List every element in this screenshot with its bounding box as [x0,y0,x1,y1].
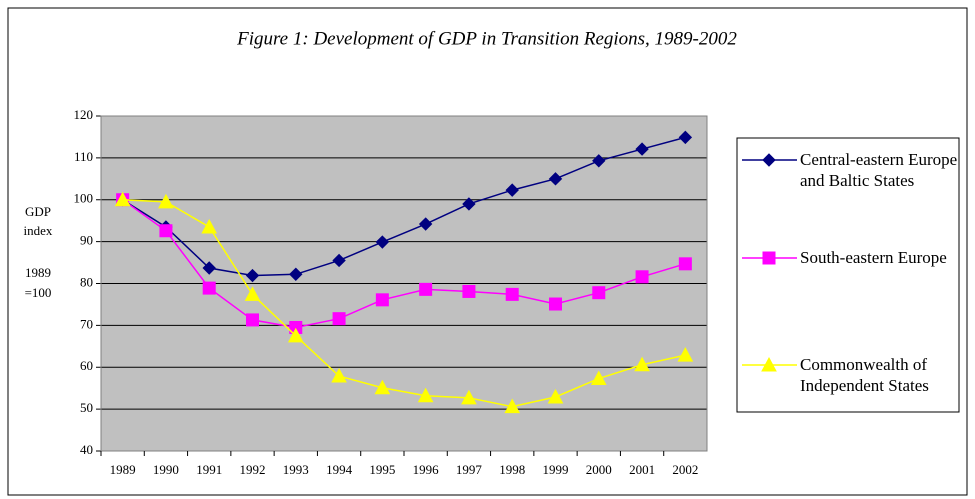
y-tick-label: 90 [80,233,93,248]
data-point [246,313,259,327]
y-tick-label: 110 [74,149,93,164]
data-point [677,347,694,362]
y-tick-label: 120 [74,107,94,122]
y-tick-label: 100 [74,191,94,206]
data-point [375,293,389,307]
data-point [505,287,519,301]
y-tick-label: 60 [80,358,93,373]
legend-label: South-eastern Europe [800,248,947,267]
data-point [505,183,519,197]
data-point [331,367,347,383]
legend-swatch-marker [762,251,776,265]
y-axis-label: =100 [25,285,52,300]
data-point [287,327,304,343]
legend-label: Commonwealth of Independent States [800,355,929,395]
data-point [592,286,606,300]
series-line [122,199,686,408]
data-point [244,286,261,301]
data-point [635,142,649,156]
x-tick-label: 1994 [326,462,353,477]
data-point [590,370,607,386]
data-point [201,218,218,234]
y-axis-label: index [24,223,53,238]
x-tick-label: 1999 [543,462,569,477]
chart-title: Figure 1: Development of GDP in Transiti… [236,28,737,49]
series-line [122,136,686,277]
data-point [461,389,477,405]
data-point [374,379,391,395]
data-point [114,191,131,207]
data-point [159,224,173,238]
data-point [634,356,650,372]
data-point [462,197,476,211]
x-tick-label: 2001 [629,462,655,477]
legend-label: Central-eastern Europe and Baltic States [800,150,958,190]
data-point [678,130,693,145]
x-tick-label: 1998 [499,462,525,477]
x-tick-label: 1992 [240,462,266,477]
data-point [418,217,433,231]
y-tick-label: 80 [80,274,93,289]
y-axis-label: 1989 [25,265,51,280]
data-point [289,267,303,281]
y-tick-label: 40 [80,442,93,457]
data-point [592,154,606,168]
x-tick-label: 1993 [283,462,309,477]
x-tick-label: 2002 [672,462,698,477]
y-tick-label: 70 [80,316,93,331]
data-point [417,387,434,403]
data-point [635,270,649,284]
data-point [375,235,390,249]
x-tick-label: 1995 [369,462,395,477]
x-tick-label: 1991 [196,462,222,477]
data-point [202,261,216,275]
data-point [419,282,433,296]
legend-swatch-marker [762,153,776,167]
data-point [158,193,174,209]
x-tick-label: 2000 [586,462,612,477]
data-point [504,398,521,414]
x-tick-label: 1996 [413,462,440,477]
data-point [245,268,260,283]
x-tick-label: 1989 [110,462,136,477]
data-point [678,257,692,271]
x-tick-label: 1997 [456,462,483,477]
x-tick-label: 1990 [153,462,179,477]
data-point [462,284,476,298]
data-point [547,388,564,404]
series-line [122,199,686,329]
data-point [202,281,216,295]
data-point [332,253,346,268]
legend-swatch-marker [761,356,777,372]
data-point [549,297,562,311]
y-axis-label: GDP [25,204,51,219]
y-tick-label: 50 [80,400,93,415]
data-point [332,312,346,326]
data-point [548,172,563,186]
